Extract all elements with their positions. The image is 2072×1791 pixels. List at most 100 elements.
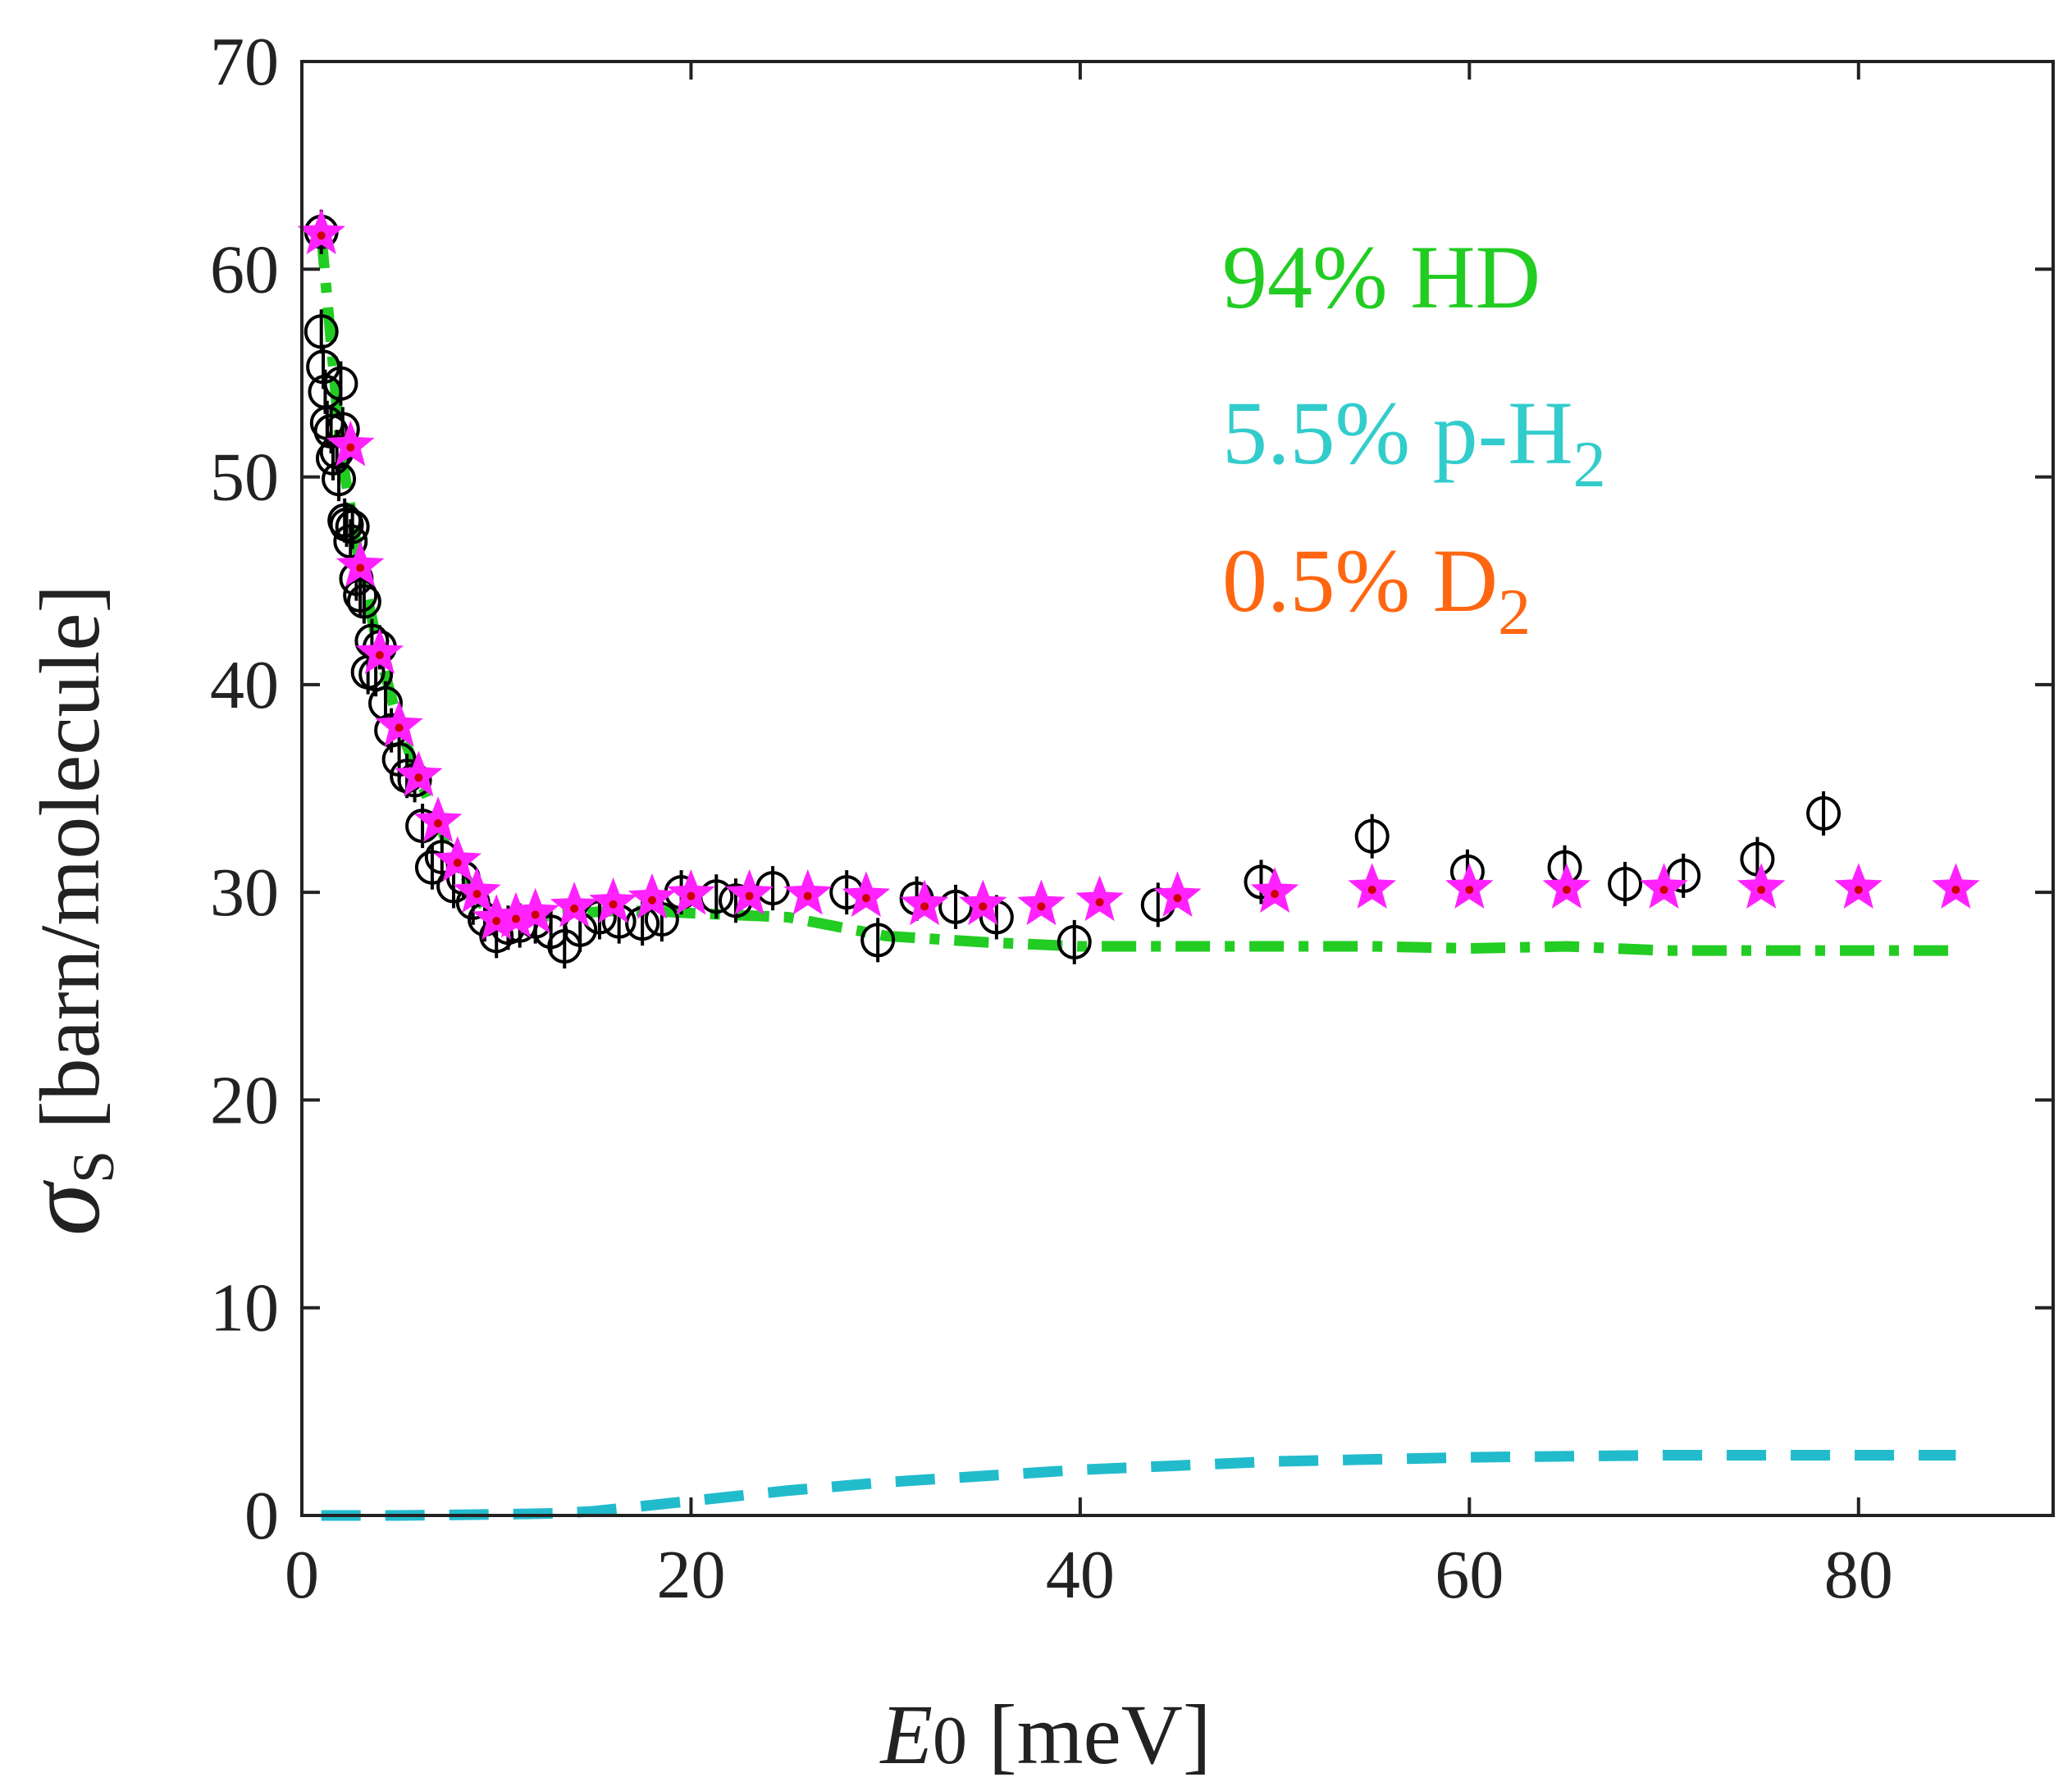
point-star-center: [1757, 886, 1766, 895]
data-point-circle: [346, 579, 381, 624]
point-star-center: [1854, 886, 1863, 895]
ticks-layer: 0 20 40 60 80 0 10 20 30 40 50 60 70: [210, 24, 2053, 1613]
point-star-center: [395, 723, 404, 732]
x-axis-title-italic: E: [879, 1688, 933, 1782]
x-tick-label: 40: [1046, 1537, 1115, 1613]
point-star-center: [570, 904, 579, 913]
data-point-star: [628, 873, 677, 919]
data-point-star: [1640, 863, 1688, 909]
data-point-circle: [343, 572, 378, 618]
annotation-d2-sub: 2: [1498, 576, 1531, 649]
y-tick-label: 20: [210, 1062, 279, 1138]
y-tick-label: 10: [210, 1270, 279, 1347]
data-point-star: [355, 628, 404, 674]
data-point-star: [1834, 863, 1883, 909]
point-star-center: [861, 894, 870, 903]
data-point-star: [1932, 863, 1980, 909]
point-star-center: [414, 773, 423, 782]
data-point-star: [1348, 863, 1397, 909]
data-point-star: [453, 867, 501, 914]
data-point-star: [326, 420, 375, 467]
annotation-hd: 94% HD: [1222, 227, 1540, 327]
point-star-center: [1095, 898, 1104, 907]
data-point-circle: [323, 361, 358, 406]
y-axis-title: σS [barn/molecule]: [4, 585, 126, 1236]
data-point-circle: [1608, 862, 1643, 907]
point-star-center: [648, 896, 656, 905]
data-point-star: [1017, 879, 1066, 926]
x-axis-title: E0 [meV]: [879, 1688, 1212, 1782]
annotation-ph2-text: 5.5% p-H: [1222, 383, 1573, 483]
series-layer: [297, 208, 1980, 1521]
data-point-star: [783, 868, 833, 915]
x-axis-title-rest: [meV]: [967, 1688, 1211, 1782]
point-star-center: [317, 231, 326, 240]
data-point-star: [958, 879, 1007, 926]
data-point-star: [725, 868, 774, 915]
data-point-star: [1737, 863, 1786, 909]
point-star-center: [356, 563, 365, 572]
point-star-center: [687, 891, 696, 900]
data-point-star: [1445, 863, 1494, 909]
point-star-center: [375, 650, 384, 659]
data-point-star: [1075, 875, 1124, 922]
y-axis-title-sub: S: [61, 1151, 126, 1183]
point-star-center: [1037, 902, 1046, 911]
point-star-center: [979, 902, 988, 911]
point-star-center: [453, 859, 462, 868]
point-star-center: [346, 443, 355, 452]
data-point-star: [1250, 867, 1299, 914]
legend-annotations: 94% HD 5.5% p-H2 0.5% D2: [1222, 227, 1606, 649]
data-point-circle: [335, 504, 370, 549]
data-point-star: [842, 871, 891, 918]
data-point-star: [413, 796, 463, 842]
data-point-circle: [1806, 791, 1842, 836]
x-tick-label: 60: [1435, 1537, 1504, 1613]
annotation-ph2: 5.5% p-H2: [1222, 383, 1606, 501]
data-point-star: [395, 750, 443, 797]
x-axis-title-sub: 0: [933, 1702, 967, 1779]
point-star-center: [745, 891, 754, 900]
x-tick-label: 80: [1824, 1537, 1893, 1613]
point-star-center: [1562, 886, 1571, 895]
ph2-curve: [321, 1450, 1956, 1521]
data-point-star: [550, 882, 599, 927]
point-star-center: [1271, 890, 1280, 899]
data-point-circle: [1354, 813, 1390, 859]
data-point-circle: [1057, 919, 1092, 964]
point-star-center: [1659, 886, 1668, 895]
x-tick-label: 20: [656, 1537, 725, 1613]
data-point-star: [589, 877, 637, 923]
point-star-center: [609, 900, 618, 909]
annotation-ph2-sub: 2: [1573, 429, 1606, 501]
point-star-center: [1367, 886, 1376, 895]
point-star-center: [1951, 886, 1960, 895]
annotation-d2: 0.5% D2: [1222, 531, 1531, 649]
point-star-center: [472, 890, 481, 899]
x-tick-label: 0: [285, 1537, 319, 1613]
annotation-hd-text: 94% HD: [1222, 227, 1540, 327]
y-axis-title-symbol: σ: [4, 1179, 122, 1236]
y-tick-label: 60: [210, 231, 279, 308]
data-point-star: [433, 836, 482, 882]
plot-area: [297, 208, 1980, 1521]
y-tick-label: 40: [210, 647, 279, 723]
data-point-star: [335, 540, 385, 587]
y-tick-label: 30: [210, 854, 279, 931]
data-point-star: [900, 879, 949, 926]
point-star-center: [434, 819, 443, 828]
point-star-center: [1173, 894, 1182, 903]
data-point-circle: [860, 918, 896, 963]
point-star-center: [511, 914, 520, 923]
data-point-star: [297, 208, 346, 255]
data-point-star: [1153, 871, 1202, 918]
point-star-center: [492, 917, 501, 926]
y-tick-label: 70: [210, 24, 279, 100]
hd-curve: [316, 233, 1956, 956]
data-point-star: [511, 887, 559, 934]
data-point-star: [1542, 863, 1591, 909]
point-star-center: [920, 902, 929, 911]
data-point-star: [375, 700, 423, 747]
y-tick-label: 50: [210, 440, 279, 516]
